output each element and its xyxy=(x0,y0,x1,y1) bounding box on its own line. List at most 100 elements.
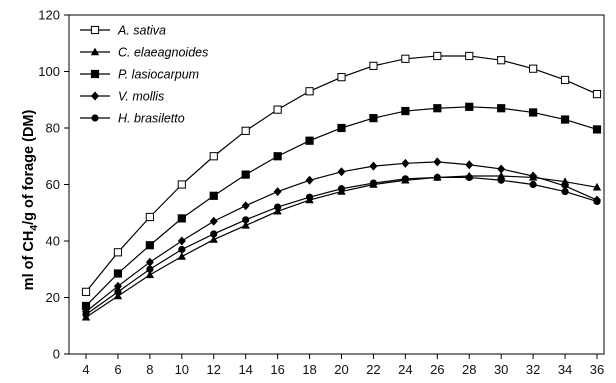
data-point-v-mollis xyxy=(337,167,346,177)
data-point-h-brasiletto xyxy=(369,179,378,187)
y-axis-label-subscript: 4 xyxy=(28,225,40,231)
data-point-c-elaeagnoides xyxy=(113,291,123,300)
legend-label-h-brasiletto: H. brasiletto xyxy=(118,112,185,126)
data-point-v-mollis xyxy=(209,216,218,226)
x-tick-label: 8 xyxy=(146,362,153,377)
data-point-c-elaeagnoides xyxy=(592,182,602,191)
data-point-c-elaeagnoides xyxy=(560,177,570,185)
x-tick-label: 20 xyxy=(334,362,348,377)
data-point-a-sativa xyxy=(560,75,570,85)
y-tick-label: 120 xyxy=(38,8,60,23)
x-tick-label: 12 xyxy=(207,362,221,377)
data-point-v-mollis xyxy=(273,187,282,197)
data-point-a-sativa xyxy=(209,152,218,161)
legend-marker-c-elaeagnoides xyxy=(90,47,100,56)
data-point-p-lasiocarpum xyxy=(529,108,538,117)
data-point-h-brasiletto xyxy=(210,230,218,238)
y-tick-label: 60 xyxy=(46,177,60,192)
data-point-v-mollis xyxy=(497,164,506,174)
data-point-c-elaeagnoides xyxy=(496,171,506,180)
data-point-p-lasiocarpum xyxy=(145,241,154,250)
data-point-a-sativa xyxy=(401,54,410,63)
data-point-a-sativa xyxy=(369,61,378,70)
x-tick-label: 22 xyxy=(366,362,380,377)
series-layer xyxy=(81,51,602,321)
series-h-brasiletto xyxy=(82,173,601,319)
data-point-a-sativa xyxy=(497,56,506,65)
x-tick-label: 14 xyxy=(238,362,252,377)
data-point-h-brasiletto xyxy=(433,173,441,182)
data-point-a-sativa xyxy=(592,90,602,99)
data-point-p-lasiocarpum xyxy=(273,152,282,161)
data-point-c-elaeagnoides xyxy=(145,270,155,279)
x-tick-label: 30 xyxy=(494,362,508,377)
data-point-h-brasiletto xyxy=(242,216,250,224)
data-point-a-sativa xyxy=(529,64,538,73)
data-point-h-brasiletto xyxy=(274,203,282,211)
data-point-v-mollis xyxy=(401,158,410,168)
x-tick-label: 32 xyxy=(526,362,540,377)
data-point-c-elaeagnoides xyxy=(241,221,250,229)
x-tick-label: 18 xyxy=(302,362,316,377)
data-point-v-mollis xyxy=(433,157,442,167)
series-line-h-brasiletto xyxy=(85,176,598,315)
series-p-lasiocarpum xyxy=(81,102,602,311)
legend: A. sativa C. elaeagnoides P. lasiocarpum V.… xyxy=(80,24,208,126)
legend-marker-h-brasiletto xyxy=(91,114,99,122)
x-tick-label: 6 xyxy=(114,362,121,377)
y-axis-label-suffix: /g of forage (DM) xyxy=(21,110,37,225)
series-c-elaeagnoides xyxy=(81,171,602,321)
x-tick-label: 28 xyxy=(462,362,476,377)
data-point-v-mollis xyxy=(529,171,538,181)
x-tick-label: 16 xyxy=(270,362,284,377)
y-tick-label: 80 xyxy=(46,121,60,136)
data-point-v-mollis xyxy=(305,175,314,185)
series-line-p-lasiocarpum xyxy=(85,106,598,307)
series-line-c-elaeagnoides xyxy=(85,175,598,318)
series-line-v-mollis xyxy=(85,161,598,313)
data-point-v-mollis xyxy=(177,236,186,246)
data-point-c-elaeagnoides xyxy=(177,252,187,260)
x-tick-label: 36 xyxy=(590,362,604,377)
data-point-a-sativa xyxy=(113,248,123,257)
data-point-p-lasiocarpum xyxy=(401,106,410,116)
legend-entry-h-brasiletto: H. brasiletto xyxy=(80,112,185,126)
x-tick-label: 4 xyxy=(82,362,89,377)
data-point-v-mollis xyxy=(241,201,250,211)
data-point-p-lasiocarpum xyxy=(209,191,218,200)
data-point-a-sativa xyxy=(337,73,346,82)
legend-marker-a-sativa xyxy=(90,25,100,35)
legend-entry-a-sativa: A. sativa xyxy=(80,24,166,38)
y-tick-label: 100 xyxy=(38,64,60,79)
data-point-a-sativa xyxy=(465,51,474,61)
data-point-p-lasiocarpum xyxy=(560,115,570,124)
y-tick-label: 20 xyxy=(46,290,60,305)
y-tick-label: 0 xyxy=(53,347,60,362)
y-axis-label: ml of CH4/g of forage (DM) xyxy=(21,110,40,291)
data-point-h-brasiletto xyxy=(593,197,601,206)
data-point-a-sativa xyxy=(273,105,282,114)
data-point-p-lasiocarpum xyxy=(465,102,474,111)
legend-label-c-elaeagnoides: C. elaeagnoides xyxy=(118,46,208,60)
x-tick-label: 10 xyxy=(175,362,189,377)
data-point-p-lasiocarpum xyxy=(592,125,602,134)
data-point-p-lasiocarpum xyxy=(241,170,250,179)
legend-entry-p-lasiocarpum: P. lasiocarpum xyxy=(80,68,199,82)
data-point-a-sativa xyxy=(177,180,186,189)
data-point-h-brasiletto xyxy=(114,288,122,296)
y-tick-label: 40 xyxy=(46,234,60,249)
data-point-h-brasiletto xyxy=(178,245,186,254)
data-point-p-lasiocarpum xyxy=(497,104,506,113)
data-point-h-brasiletto xyxy=(305,193,314,201)
data-point-h-brasiletto xyxy=(82,310,90,319)
data-point-h-brasiletto xyxy=(497,176,505,184)
data-point-p-lasiocarpum xyxy=(305,136,314,145)
data-point-a-sativa xyxy=(433,51,442,61)
data-point-p-lasiocarpum xyxy=(337,123,346,133)
data-point-a-sativa xyxy=(305,87,314,96)
y-axis-label-prefix: ml of CH xyxy=(21,231,37,291)
axes: 0 20 40 60 80 100 120 4 6 8 10 12 14 16 18 20 22 24 26 28 30… xyxy=(38,8,605,377)
data-point-a-sativa xyxy=(145,212,154,222)
data-point-p-lasiocarpum xyxy=(369,114,378,123)
